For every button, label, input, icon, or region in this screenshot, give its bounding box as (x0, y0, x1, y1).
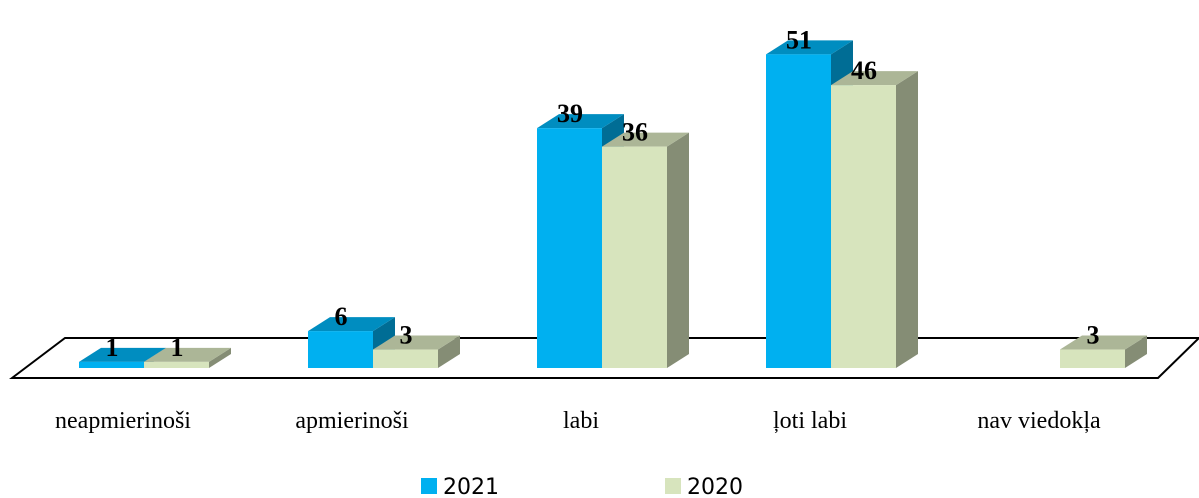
floor (9, 337, 1199, 379)
bar (831, 71, 918, 368)
bar-top (1060, 335, 1147, 350)
bar-front (373, 349, 438, 368)
bar (602, 132, 689, 368)
bar-front (537, 128, 602, 368)
bar-side (438, 335, 460, 368)
bar-top (831, 71, 918, 86)
bar-side (896, 71, 918, 368)
x-tick-label: neapmierinoši (55, 408, 191, 434)
legend-swatch (421, 478, 437, 494)
bar-top (308, 317, 395, 332)
x-tick-label: ļoti labi (773, 408, 847, 434)
value-label: 3 (400, 321, 413, 350)
value-label: 6 (335, 302, 348, 331)
bar-top (144, 347, 231, 362)
value-label: 39 (557, 99, 583, 128)
bar-top (79, 347, 166, 362)
bar-side (1125, 335, 1147, 368)
legend-label: 2021 (443, 475, 499, 498)
bar-top (537, 114, 624, 129)
x-tick-label: apmierinoši (295, 408, 409, 434)
legend-label: 2020 (687, 475, 743, 498)
value-label: 46 (851, 56, 877, 85)
bar (1060, 335, 1147, 368)
bar-front (1060, 349, 1125, 368)
bar-side (209, 347, 231, 368)
bar-front (602, 146, 667, 368)
value-label: 36 (622, 118, 648, 147)
value-label: 1 (106, 333, 119, 362)
bar-top (602, 132, 689, 147)
bar (373, 335, 460, 368)
bar (144, 347, 231, 368)
bar-top (373, 335, 460, 350)
value-label: 51 (786, 25, 812, 54)
bar-top (766, 40, 853, 55)
bar-front (79, 361, 144, 368)
bar-front (308, 331, 373, 368)
bar-side (667, 132, 689, 368)
bar (308, 317, 395, 368)
bar-front (831, 85, 896, 368)
value-label: 3 (1087, 321, 1100, 350)
x-tick-label: nav viedokļa (977, 408, 1101, 434)
value-label: 1 (171, 333, 184, 362)
legend-swatch (665, 478, 681, 494)
bar-front (144, 361, 209, 368)
bar-front (766, 54, 831, 368)
x-tick-label: labi (563, 408, 599, 434)
